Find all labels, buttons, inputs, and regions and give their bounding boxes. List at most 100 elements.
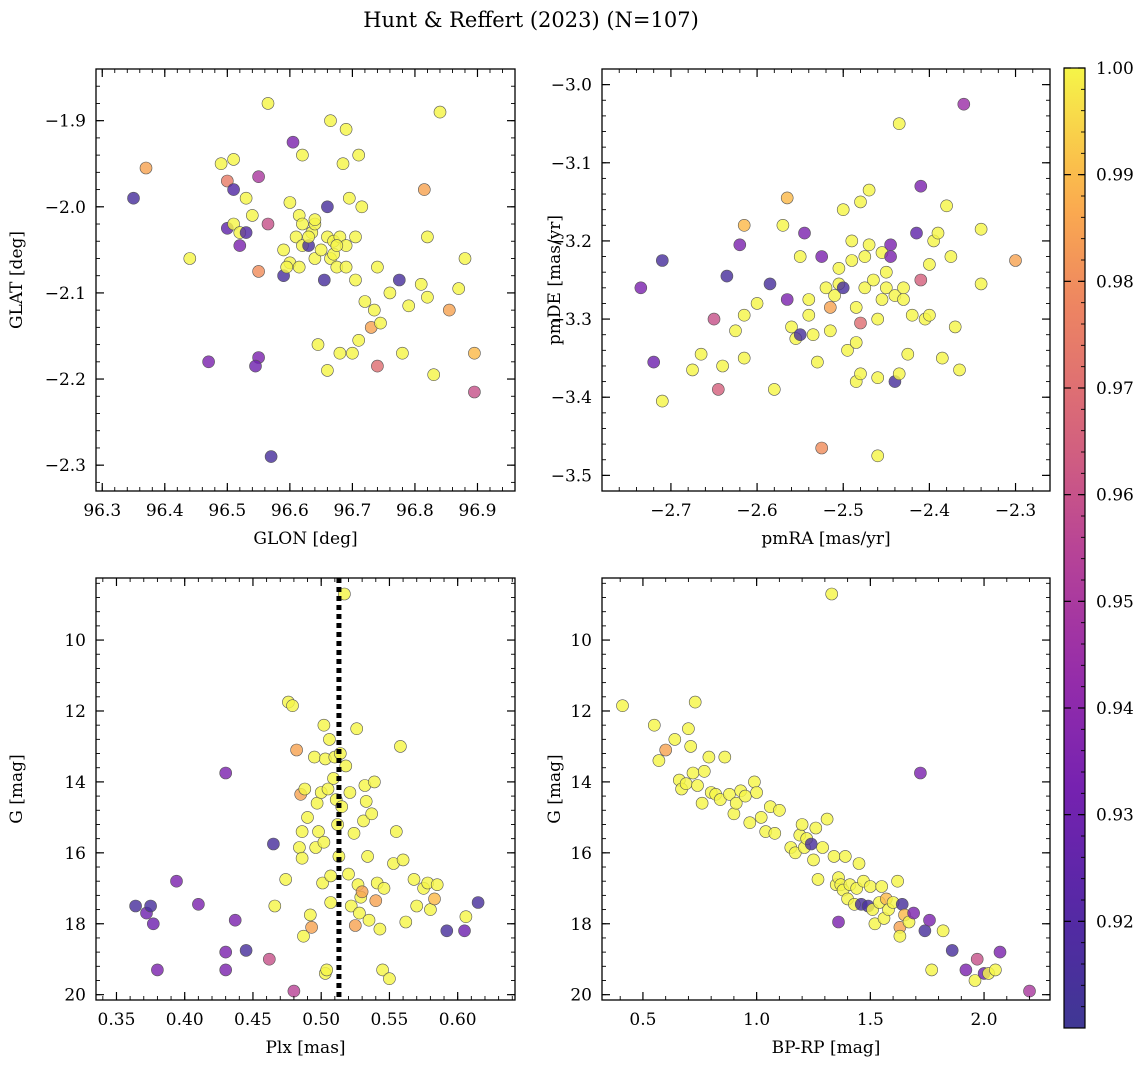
y-tick-label: 18	[570, 915, 592, 935]
data-point	[820, 812, 834, 826]
data-point	[296, 148, 309, 162]
y-tick-label: −1.9	[45, 112, 86, 132]
y-tick-label: 12	[64, 702, 86, 722]
data-point	[816, 841, 829, 854]
y-tick-label: −2.2	[45, 370, 86, 390]
data-point	[720, 269, 734, 283]
data-point	[936, 924, 950, 938]
data-point	[867, 273, 880, 287]
data-point	[252, 170, 265, 183]
data-point	[723, 787, 736, 801]
data-point	[871, 371, 885, 385]
data-point	[321, 200, 334, 214]
data-point	[711, 383, 725, 396]
panel-pmra-pmde: −2.7 −2.6 −2.5 −2.4 −2.3 −3.0 −3.1 −3.2 −3.3 −3.4…	[545, 68, 1051, 549]
data-point	[750, 786, 763, 799]
data-point	[311, 338, 325, 351]
data-point	[780, 293, 794, 306]
data-point	[468, 385, 481, 399]
data-point	[729, 796, 743, 810]
y-tick-label: 20	[64, 986, 86, 1006]
data-point	[655, 394, 669, 408]
axes-frame	[601, 577, 1051, 1001]
data-point	[402, 299, 416, 313]
data-point	[287, 984, 301, 998]
data-point	[767, 383, 781, 396]
y-tick-label: −3.2	[551, 232, 592, 252]
data-point	[289, 230, 303, 244]
data-point	[884, 238, 897, 252]
y-tick-label: −3.1	[551, 154, 592, 174]
x-tick-label: 96.4	[146, 501, 184, 521]
data-point	[743, 816, 757, 830]
data-point	[854, 367, 867, 381]
data-point	[780, 191, 794, 205]
data-point	[716, 359, 729, 373]
y-tick-label: 16	[570, 844, 592, 864]
data-point	[249, 359, 262, 373]
data-point	[368, 775, 381, 789]
data-point	[301, 811, 314, 824]
data-point	[655, 254, 669, 267]
data-point	[910, 226, 923, 240]
data-point	[907, 906, 920, 920]
data-point	[892, 117, 906, 130]
data-point	[737, 219, 751, 232]
data-point	[828, 289, 841, 302]
data-point	[129, 899, 142, 913]
x-tick-label: 1.0	[743, 1010, 770, 1030]
data-point	[227, 153, 240, 166]
data-point	[359, 795, 373, 808]
data-point	[219, 945, 232, 959]
data-point	[296, 217, 309, 231]
data-point	[369, 894, 383, 908]
data-point	[424, 903, 437, 916]
y-tick-label: 12	[570, 702, 592, 722]
data-point	[295, 825, 309, 838]
data-point	[686, 363, 699, 377]
data-point	[854, 316, 867, 330]
data-point	[421, 230, 434, 244]
panel-plx-g: 0.35 0.40 0.45 0.50 0.55 0.60 10 12 14 16 18 20 Plx …	[7, 577, 516, 1058]
data-point	[970, 952, 984, 966]
data-point	[342, 867, 355, 881]
colorbar-tick-label: 0.92	[1096, 912, 1134, 932]
data-point	[897, 281, 910, 295]
data-point	[702, 750, 716, 764]
data-point	[691, 779, 704, 792]
data-point	[918, 924, 932, 938]
data-point	[879, 281, 893, 295]
scatter-points	[634, 97, 1022, 463]
data-point	[321, 782, 335, 796]
data-point	[811, 355, 824, 369]
data-point	[811, 873, 825, 886]
scatter-points	[127, 97, 481, 463]
data-point	[342, 191, 356, 205]
data-point	[923, 308, 936, 322]
data-point	[147, 917, 160, 931]
data-point	[989, 963, 1002, 977]
colorbar-tick-label: 1.00	[1096, 59, 1134, 79]
data-point	[305, 920, 318, 934]
data-point	[239, 944, 253, 957]
data-point	[365, 807, 379, 821]
colorbar-gradient	[1063, 67, 1086, 1029]
data-point	[893, 929, 907, 943]
data-point	[421, 290, 434, 304]
data-point	[330, 239, 344, 252]
data-point	[974, 222, 988, 236]
x-axis-label: Plx [mas]	[265, 1038, 345, 1058]
data-point	[914, 766, 927, 780]
data-point	[852, 857, 866, 870]
data-point	[827, 850, 841, 863]
data-point	[452, 282, 466, 295]
y-tick-label: −3.3	[551, 310, 592, 330]
x-tick-label: 96.6	[271, 501, 309, 521]
data-point	[321, 364, 334, 377]
data-point	[737, 351, 751, 365]
data-point	[308, 750, 321, 764]
data-point	[383, 972, 396, 986]
data-point	[239, 226, 253, 239]
data-point	[875, 293, 889, 306]
data-point	[373, 922, 387, 936]
